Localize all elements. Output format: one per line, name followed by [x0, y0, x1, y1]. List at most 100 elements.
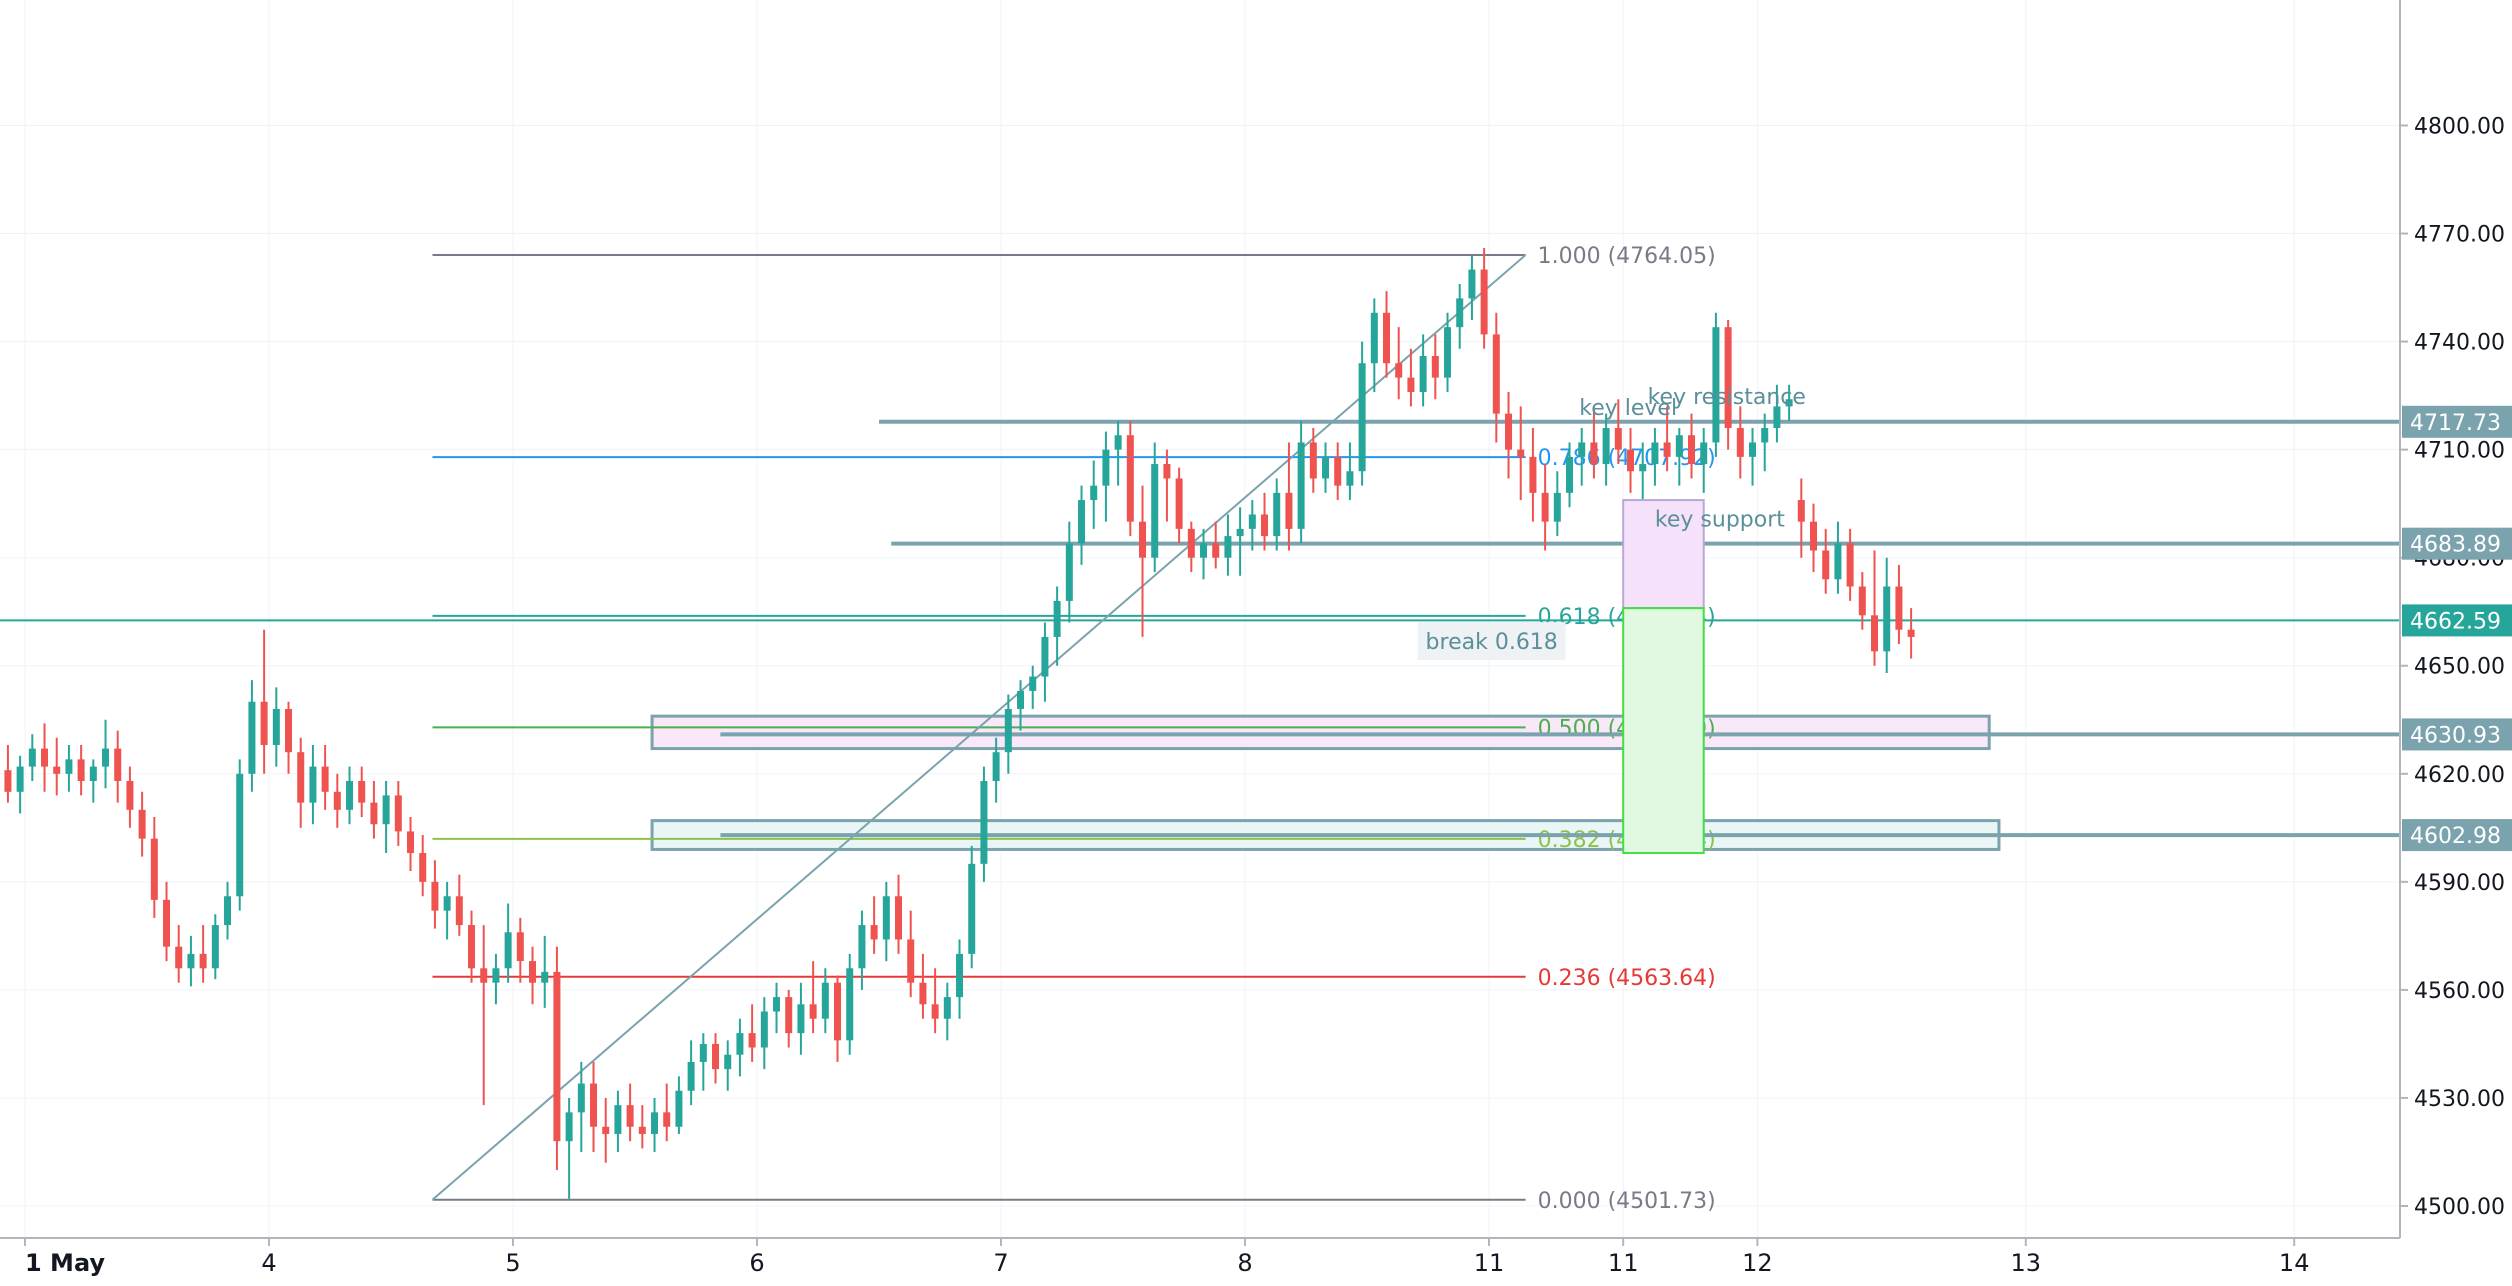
- candle-body: [1187, 528, 1195, 558]
- candle-body: [1529, 456, 1537, 493]
- candle-body: [1248, 514, 1256, 529]
- candle-body: [1651, 442, 1659, 465]
- candle-body: [1907, 629, 1915, 637]
- candle-body: [980, 780, 988, 864]
- candle-body: [1041, 636, 1049, 677]
- candle-body: [1407, 377, 1415, 393]
- y-tick-label: 4620.00: [2414, 763, 2505, 788]
- candle-body: [1431, 355, 1439, 378]
- candle-body: [1724, 327, 1732, 429]
- x-tick-label: 7: [993, 1249, 1008, 1277]
- x-tick-label: 14: [2279, 1249, 2310, 1277]
- y-tick-label: 4740.00: [2414, 331, 2505, 356]
- position-tool: [1622, 499, 1705, 855]
- candle-body: [1700, 442, 1708, 465]
- candle-body: [443, 896, 451, 911]
- candle-body: [1627, 449, 1635, 472]
- price-tag: [2402, 819, 2512, 852]
- candle-body: [541, 971, 549, 983]
- price-tag: [2402, 604, 2512, 637]
- candle-body: [1675, 435, 1683, 457]
- candle-body: [1566, 456, 1574, 493]
- y-tick-label: 4500.00: [2414, 1195, 2505, 1220]
- candle-body: [1895, 586, 1903, 630]
- candle-body: [455, 896, 463, 926]
- candle-body: [687, 1061, 695, 1091]
- candle-body: [919, 982, 927, 1005]
- candles: [4, 247, 1915, 1199]
- candle-body: [1871, 615, 1879, 652]
- candle-body: [407, 831, 415, 854]
- candle-body: [1029, 676, 1037, 691]
- candle-body: [748, 1033, 756, 1048]
- candle-body: [1712, 327, 1720, 443]
- candle-body: [1370, 312, 1378, 364]
- y-tick-label: 4800.00: [2414, 114, 2505, 139]
- annotation-text: break 0.618: [1426, 630, 1558, 655]
- x-tick-label: 12: [1742, 1249, 1773, 1277]
- x-tick-label: 1 May: [25, 1249, 105, 1277]
- annotation-text: key support: [1655, 508, 1785, 533]
- candle-body: [736, 1033, 744, 1055]
- candle-body: [724, 1054, 732, 1070]
- price-tag-label: 4630.93: [2410, 723, 2501, 748]
- x-tick-label: 6: [749, 1249, 764, 1277]
- candle-body: [1224, 536, 1232, 558]
- candle-body: [1736, 428, 1744, 457]
- candle-body: [1297, 442, 1305, 529]
- candle-body: [1517, 449, 1525, 457]
- candle-body: [1151, 464, 1159, 558]
- x-tick-label: 8: [1237, 1249, 1252, 1277]
- candle-body: [1858, 586, 1866, 616]
- candle-body: [65, 759, 73, 774]
- candle-body: [1553, 492, 1561, 522]
- fib-level-label: 1.000 (4764.05): [1538, 244, 1716, 269]
- y-tick-label: 4710.00: [2414, 439, 2505, 464]
- candle-body: [1139, 521, 1147, 558]
- candle-body: [321, 766, 329, 792]
- candle-body: [773, 997, 781, 1012]
- candle-body: [992, 752, 1000, 781]
- x-tick-label: 11: [1608, 1249, 1639, 1277]
- candle-body: [77, 759, 85, 781]
- candle-body: [1456, 298, 1464, 328]
- candle-body: [821, 982, 829, 1019]
- candle-body: [187, 953, 195, 969]
- candle-body: [1663, 442, 1671, 457]
- candle-body: [1261, 514, 1269, 537]
- candle-body: [370, 802, 378, 825]
- candle-body: [834, 982, 842, 1041]
- candle-body: [1346, 471, 1354, 486]
- candle-body: [809, 1004, 817, 1019]
- candle-body: [1163, 464, 1171, 479]
- candle-body: [126, 780, 134, 810]
- candle-body: [931, 1004, 939, 1019]
- candle-body: [1883, 586, 1891, 652]
- x-tick-label: 4: [261, 1249, 276, 1277]
- candle-body: [309, 766, 317, 803]
- x-tick-label: 13: [2011, 1249, 2042, 1277]
- candle-body: [529, 961, 537, 983]
- candle-body: [943, 997, 951, 1019]
- price-tag: [2402, 527, 2512, 560]
- candle-body: [638, 1126, 646, 1134]
- candle-body: [1761, 428, 1769, 443]
- candle-body: [1773, 406, 1781, 429]
- fib-level-label: 0.236 (4563.64): [1538, 966, 1716, 991]
- candle-body: [858, 925, 866, 969]
- candle-body: [1639, 464, 1647, 472]
- candle-body: [272, 708, 280, 745]
- candle-body: [1200, 543, 1208, 558]
- y-tick-label: 4530.00: [2414, 1087, 2505, 1112]
- candle-body: [1285, 492, 1293, 529]
- annotation-box: [1417, 622, 1566, 661]
- candle-body: [1505, 413, 1513, 450]
- candle-body: [785, 997, 793, 1034]
- candle-body: [468, 925, 476, 969]
- candle-body: [1785, 399, 1793, 407]
- candle-body: [614, 1105, 622, 1134]
